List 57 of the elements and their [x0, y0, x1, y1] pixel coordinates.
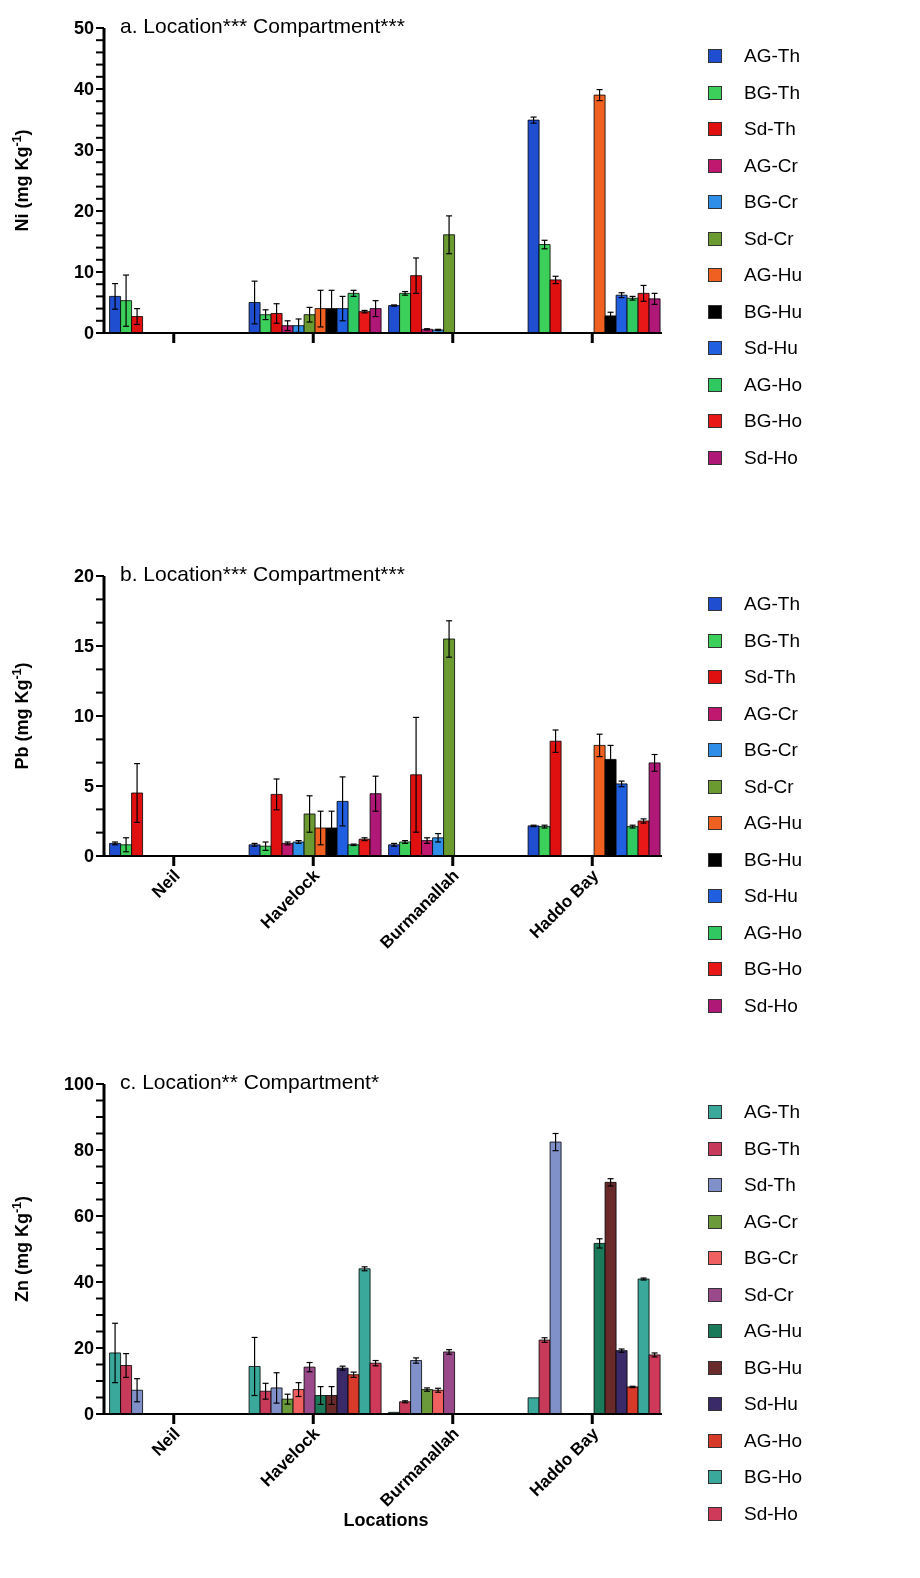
y-tick-label: 0: [83, 846, 94, 866]
legend-label: BG-Th: [744, 81, 800, 104]
legend-label: BG-Th: [744, 1137, 800, 1160]
y-tick-label: 5: [83, 776, 94, 796]
legend-label: AG-Hu: [744, 812, 803, 835]
legend-label: AG-Ho: [744, 1429, 803, 1452]
y-tick-label: 40: [73, 79, 94, 99]
legend-label: BG-Ho: [744, 1466, 803, 1489]
legend-label: Sd-Ho: [744, 1502, 798, 1525]
y-tick-label: 0: [83, 323, 94, 343]
legend-label: Sd-Cr: [744, 775, 794, 798]
y-tick-label: 20: [73, 201, 94, 221]
y-tick-label: 20: [73, 1338, 94, 1358]
legend-label: Sd-Hu: [744, 885, 798, 908]
y-tick-label: 30: [73, 140, 94, 160]
legend-label: AG-Hu: [744, 264, 803, 287]
y-tick-label: 0: [83, 1404, 94, 1424]
legend-label: AG-Cr: [744, 702, 798, 725]
legend-label: AG-Th: [744, 45, 800, 68]
legend-label: AG-Hu: [744, 1320, 803, 1343]
legend-label: BG-Ho: [744, 958, 803, 981]
legend-label: BG-Hu: [744, 848, 803, 871]
y-tick-label: 20: [73, 566, 94, 586]
legend-label: AG-Cr: [744, 1210, 798, 1233]
legend-label: BG-Cr: [744, 1247, 798, 1270]
legend-label: AG-Ho: [744, 373, 803, 396]
y-tick-label: 50: [73, 18, 94, 38]
legend-label: BG-Cr: [744, 739, 798, 762]
legend-label: AG-Th: [744, 593, 800, 616]
y-tick-label: 60: [73, 1206, 94, 1226]
y-tick-label: 15: [73, 636, 94, 656]
y-tick-label: 40: [73, 1272, 94, 1292]
legend-label: Sd-Ho: [744, 994, 798, 1017]
y-tick-label: 10: [73, 262, 94, 282]
y-tick-label: 100: [63, 1074, 94, 1094]
chart-title: a. Location*** Compartment***: [120, 14, 405, 38]
legend-label: Sd-Hu: [744, 337, 798, 360]
chart-title: b. Location*** Compartment***: [120, 562, 405, 586]
legend-label: Sd-Th: [744, 666, 796, 689]
legend-label: Sd-Hu: [744, 1393, 798, 1416]
legend-label: Sd-Cr: [744, 1283, 794, 1306]
legend-label: Sd-Cr: [744, 227, 794, 250]
y-tick-label: 10: [73, 706, 94, 726]
legend-label: AG-Ho: [744, 921, 803, 944]
legend-label: AG-Th: [744, 1101, 800, 1124]
legend-label: BG-Th: [744, 629, 800, 652]
x-axis-title: Locations: [342, 1510, 430, 1531]
legend-label: Sd-Th: [744, 118, 796, 141]
legend-label: BG-Ho: [744, 410, 803, 433]
legend-label: Sd-Ho: [744, 446, 798, 469]
legend-label: Sd-Th: [744, 1174, 796, 1197]
legend-label: AG-Cr: [744, 154, 798, 177]
legend-label: BG-Hu: [744, 1356, 803, 1379]
legend-label: BG-Hu: [744, 300, 803, 323]
y-tick-label: 80: [73, 1140, 94, 1160]
legend-label: BG-Cr: [744, 191, 798, 214]
chart-title: c. Location** Compartment*: [120, 1070, 380, 1094]
